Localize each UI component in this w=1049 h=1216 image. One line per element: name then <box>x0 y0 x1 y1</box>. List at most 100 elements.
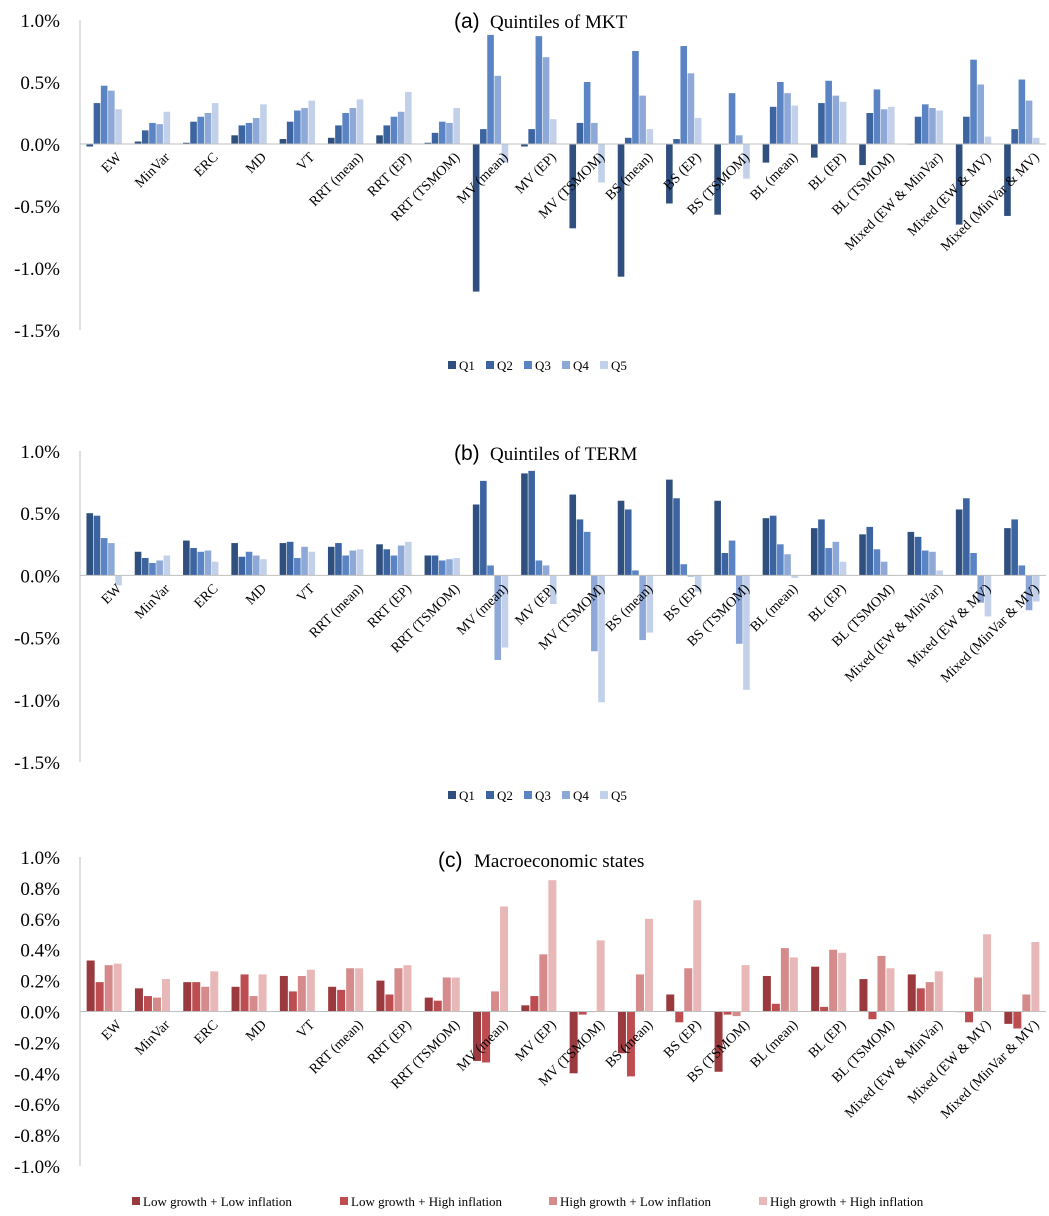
bar <box>769 515 777 576</box>
bar <box>839 561 847 576</box>
bar <box>500 906 509 1012</box>
legend-label: Q2 <box>497 788 513 803</box>
bar <box>741 965 750 1012</box>
bar <box>487 565 494 576</box>
bar <box>113 963 122 1012</box>
bar <box>694 117 702 144</box>
bar <box>635 974 644 1012</box>
bar <box>714 1011 723 1072</box>
bar <box>984 136 992 144</box>
bar <box>238 125 246 144</box>
category-label: MV (mean) <box>454 150 511 207</box>
y-tick-label: 0.4% <box>20 941 60 962</box>
category-label: MinVar <box>132 150 173 191</box>
y-tick-label: 0.6% <box>20 910 60 931</box>
bar <box>873 549 881 576</box>
category-label: BL (EP) <box>806 581 850 625</box>
panel-label: (c) <box>438 849 463 872</box>
bar <box>743 575 750 690</box>
bar <box>832 541 840 576</box>
bar <box>431 555 439 576</box>
bar <box>104 965 113 1012</box>
category-label: BL (mean) <box>748 581 802 635</box>
bar <box>929 551 936 576</box>
category-label: MD <box>243 150 270 177</box>
bar <box>279 543 287 576</box>
bar <box>549 119 557 144</box>
bar <box>666 994 675 1012</box>
bar <box>888 106 895 144</box>
category-label: MV (EP) <box>513 581 560 628</box>
bar <box>624 509 632 576</box>
category-label: MV (EP) <box>513 1017 560 1064</box>
category-label: MinVar <box>132 1017 173 1058</box>
y-tick-label: 1.0% <box>20 11 60 32</box>
bar <box>252 117 260 144</box>
y-tick-label: -1.5% <box>14 321 60 342</box>
y-tick-label: 0.0% <box>20 1003 60 1024</box>
bar <box>646 129 654 144</box>
bar <box>376 544 383 576</box>
legend-label: Q5 <box>611 358 627 373</box>
bar <box>438 560 446 576</box>
bar <box>397 545 405 576</box>
bar <box>829 949 838 1012</box>
bar <box>832 95 840 144</box>
bar <box>818 103 825 144</box>
legend-swatch <box>340 1197 348 1205</box>
bar <box>963 116 970 144</box>
category-label: RRT (EP) <box>365 150 415 200</box>
y-tick-label: 0.0% <box>20 135 60 156</box>
chart-title: Macroeconomic states <box>474 851 644 872</box>
bar <box>714 500 721 576</box>
bar <box>535 36 543 145</box>
bar <box>974 977 983 1012</box>
category-label: VT <box>294 581 318 605</box>
category-label: Mixed (MinVar & MV) <box>938 150 1043 255</box>
bar <box>925 982 934 1012</box>
bar <box>624 137 632 144</box>
bar <box>93 103 101 144</box>
bar <box>639 95 646 144</box>
bar <box>297 975 306 1012</box>
bar <box>134 551 142 576</box>
bar <box>451 977 460 1012</box>
bar <box>914 116 922 144</box>
bar <box>569 144 577 229</box>
bar <box>405 541 412 576</box>
bar <box>598 144 605 183</box>
y-tick-label: -1.0% <box>14 691 60 712</box>
bar <box>769 106 777 144</box>
bar <box>349 550 357 576</box>
bar <box>839 101 847 144</box>
bar <box>245 122 253 144</box>
bar <box>349 108 357 144</box>
bar <box>161 979 170 1012</box>
bar <box>632 570 639 576</box>
bar <box>721 553 729 576</box>
bar <box>907 531 915 576</box>
bar <box>183 982 192 1012</box>
bar <box>859 979 868 1012</box>
bar <box>838 952 847 1012</box>
bar <box>149 562 156 576</box>
bar <box>583 531 591 576</box>
panel-label: (a) <box>454 10 480 33</box>
bar <box>548 880 557 1012</box>
bar <box>929 108 936 144</box>
bar <box>810 528 818 576</box>
bar <box>260 104 267 144</box>
bar <box>480 480 487 576</box>
category-label: ERC <box>192 1018 222 1048</box>
bar <box>576 122 584 144</box>
category-label: BL (mean) <box>748 150 802 204</box>
legend-swatch <box>524 361 532 369</box>
bar <box>728 93 736 144</box>
bar <box>596 940 605 1012</box>
category-label: Mixed (EW & MV) <box>905 150 995 240</box>
bar <box>521 1005 530 1012</box>
bar <box>583 82 591 144</box>
bar <box>687 575 695 577</box>
bar <box>453 557 460 576</box>
bar <box>820 1006 829 1012</box>
